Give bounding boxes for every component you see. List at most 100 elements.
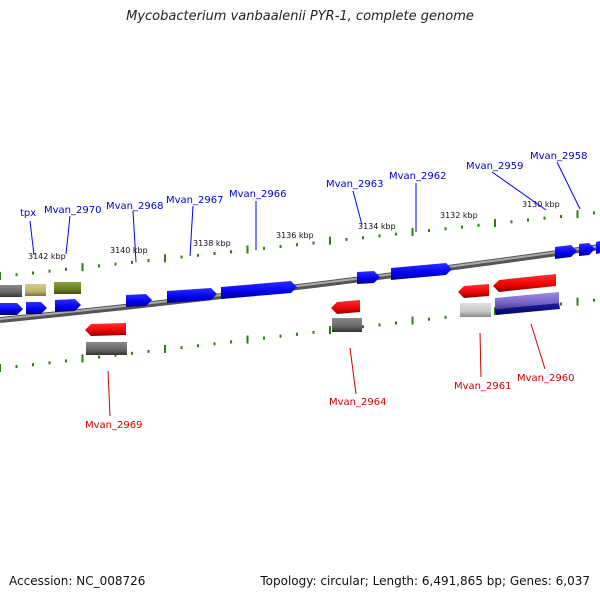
- genome-backbone-highlight: [0, 245, 600, 320]
- minor-tick: [296, 332, 298, 336]
- minor-tick: [263, 246, 265, 250]
- label-lines-minus: [107, 323, 546, 417]
- gene-plus[interactable]: [596, 241, 600, 254]
- minor-tick: [510, 220, 513, 224]
- minor-tick: [362, 325, 364, 329]
- major-tick: [494, 307, 496, 316]
- minor-tick: [48, 269, 51, 273]
- feature-purple-minus[interactable]: [495, 292, 559, 309]
- tick-label: 3140 kbp: [110, 246, 148, 255]
- gene-plus[interactable]: [167, 288, 217, 303]
- minor-tick: [131, 260, 133, 264]
- tick-label: 3130 kbp: [522, 200, 560, 209]
- gene-plus[interactable]: [555, 245, 577, 259]
- feature-gray-left[interactable]: [0, 285, 22, 297]
- gene-label-mvan-2963[interactable]: Mvan_2963: [326, 179, 383, 190]
- gene-label-mvan-2967[interactable]: Mvan_2967: [166, 195, 223, 206]
- gene-label-mvan-2966[interactable]: Mvan_2966: [229, 189, 286, 200]
- feature-navy-minus[interactable]: [495, 303, 560, 315]
- major-tick: [246, 335, 249, 344]
- minor-tick: [230, 250, 232, 254]
- minor-tick: [395, 321, 397, 325]
- gene-plus[interactable]: [357, 271, 380, 284]
- minor-tick: [197, 344, 199, 348]
- minor-tick: [197, 253, 199, 257]
- gene-plus[interactable]: [391, 263, 452, 280]
- gene-plus[interactable]: [126, 294, 152, 307]
- feature-khaki[interactable]: [25, 284, 46, 296]
- major-tick: [329, 326, 331, 335]
- map-title: Mycobacterium vanbaalenii PYR-1, complet…: [126, 9, 474, 24]
- minor-tick: [527, 218, 529, 222]
- major-tick: [576, 297, 579, 306]
- feature-gray-minus[interactable]: [86, 342, 127, 355]
- gene-minus[interactable]: [85, 323, 126, 336]
- minor-tick: [147, 259, 150, 263]
- gene-minus[interactable]: [493, 274, 556, 292]
- minor-tick: [263, 336, 265, 340]
- gene-plus[interactable]: [579, 243, 595, 256]
- gene-label-mvan-2960[interactable]: Mvan_2960: [517, 373, 574, 384]
- major-tick: [494, 219, 496, 227]
- tick-label: 3138 kbp: [193, 239, 231, 248]
- feature-lightgray-minus[interactable]: [460, 303, 491, 317]
- minor-tick: [279, 245, 282, 248]
- major-tick: [81, 263, 84, 272]
- minor-tick: [444, 227, 447, 231]
- gene-plus[interactable]: [0, 303, 23, 315]
- gene-label-mvan-2970[interactable]: Mvan_2970: [44, 205, 101, 216]
- minor-tick: [593, 211, 595, 215]
- tick-label: 3132 kbp: [440, 211, 478, 220]
- minor-tick: [279, 334, 282, 338]
- minor-tick: [428, 317, 430, 321]
- gene-label-tpx[interactable]: tpx: [20, 208, 36, 219]
- minor-tick: [15, 365, 18, 369]
- gene-plus[interactable]: [221, 281, 297, 299]
- minor-tick: [395, 232, 397, 236]
- minor-tick: [345, 237, 348, 241]
- minor-tick: [428, 229, 430, 233]
- gene-label-mvan-2969[interactable]: Mvan_2969: [85, 420, 142, 431]
- gene-minus[interactable]: [458, 284, 489, 298]
- minor-tick: [593, 298, 595, 302]
- minor-tick: [32, 363, 34, 367]
- minor-tick: [147, 349, 150, 353]
- minor-tick: [461, 225, 463, 229]
- major-tick: [576, 210, 579, 219]
- tick-label: 3134 kbp: [358, 222, 396, 231]
- label-lines-plus: [29, 161, 581, 263]
- minor-tick: [65, 267, 67, 271]
- minor-tick: [114, 262, 117, 266]
- feature-olive[interactable]: [54, 282, 81, 294]
- minor-tick: [15, 273, 18, 277]
- major-tick: [246, 245, 249, 254]
- minor-tick: [296, 243, 298, 247]
- minor-tick: [213, 252, 216, 255]
- gene-plus[interactable]: [26, 302, 47, 314]
- major-tick: [0, 272, 1, 280]
- accession-text: Accession: NC_008726: [9, 574, 146, 588]
- major-tick: [81, 354, 84, 363]
- gene-label-mvan-2958[interactable]: Mvan_2958: [530, 151, 587, 162]
- minor-tick: [65, 359, 67, 363]
- major-tick: [411, 316, 414, 325]
- gene-label-mvan-2959[interactable]: Mvan_2959: [466, 161, 523, 172]
- gene-label-mvan-2964[interactable]: Mvan_2964: [329, 397, 386, 408]
- major-tick: [164, 345, 166, 353]
- minor-tick: [98, 355, 100, 359]
- minor-tick: [114, 353, 117, 357]
- gene-label-mvan-2962[interactable]: Mvan_2962: [389, 171, 446, 182]
- gene-label-mvan-2961[interactable]: Mvan_2961: [454, 381, 511, 392]
- minor-tick: [312, 330, 315, 334]
- genome-summary-text: Topology: circular; Length: 6,491,865 bp…: [260, 574, 590, 588]
- major-tick: [411, 227, 414, 236]
- gene-label-mvan-2968[interactable]: Mvan_2968: [106, 201, 163, 212]
- gene-plus[interactable]: [55, 299, 81, 312]
- minor-tick: [180, 255, 183, 259]
- tick-row-upper: [0, 210, 595, 280]
- minor-tick: [378, 323, 381, 327]
- gene-minus[interactable]: [331, 300, 360, 314]
- minor-tick: [180, 346, 183, 350]
- feature-gray-minus[interactable]: [332, 318, 362, 332]
